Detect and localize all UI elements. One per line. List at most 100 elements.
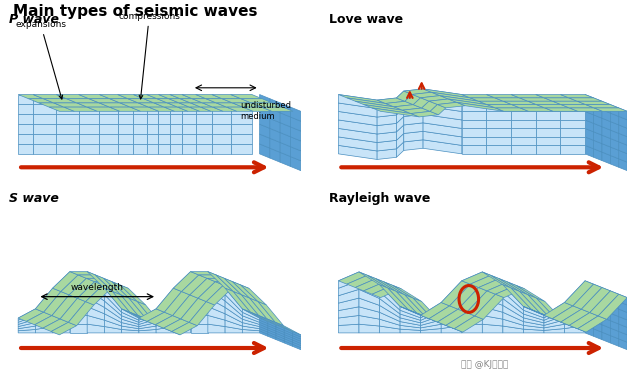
Polygon shape — [191, 307, 208, 316]
Polygon shape — [499, 279, 528, 295]
Polygon shape — [79, 104, 99, 114]
Text: wavelength: wavelength — [71, 283, 124, 292]
Polygon shape — [429, 306, 458, 322]
Polygon shape — [201, 107, 223, 111]
Polygon shape — [590, 291, 619, 316]
Polygon shape — [284, 336, 292, 342]
Polygon shape — [212, 144, 230, 154]
Polygon shape — [462, 307, 483, 318]
Polygon shape — [170, 104, 182, 114]
Polygon shape — [403, 108, 430, 113]
Polygon shape — [544, 303, 564, 318]
Polygon shape — [520, 291, 548, 317]
Polygon shape — [536, 94, 569, 98]
Polygon shape — [367, 275, 396, 291]
Text: 头条 @KJ超材料: 头条 @KJ超材料 — [461, 360, 508, 369]
Polygon shape — [339, 280, 359, 296]
Polygon shape — [77, 103, 109, 107]
Polygon shape — [181, 298, 206, 322]
Polygon shape — [454, 316, 483, 332]
Polygon shape — [536, 103, 561, 112]
Polygon shape — [593, 307, 602, 317]
Polygon shape — [268, 323, 276, 329]
Polygon shape — [602, 295, 611, 306]
Polygon shape — [598, 294, 627, 319]
Polygon shape — [441, 296, 462, 316]
Polygon shape — [594, 108, 627, 111]
Polygon shape — [139, 319, 156, 326]
Polygon shape — [396, 291, 426, 317]
Polygon shape — [376, 279, 405, 295]
Polygon shape — [104, 326, 122, 333]
Polygon shape — [159, 94, 170, 104]
Polygon shape — [512, 104, 545, 108]
Polygon shape — [611, 328, 619, 339]
Polygon shape — [359, 272, 388, 288]
Polygon shape — [52, 295, 77, 319]
Polygon shape — [619, 116, 627, 128]
Polygon shape — [87, 272, 104, 295]
Polygon shape — [585, 311, 593, 322]
Polygon shape — [602, 144, 611, 156]
Polygon shape — [431, 92, 479, 101]
Polygon shape — [449, 99, 495, 108]
Polygon shape — [394, 105, 422, 110]
Polygon shape — [270, 109, 280, 123]
Polygon shape — [377, 106, 396, 117]
Polygon shape — [400, 329, 420, 333]
Polygon shape — [70, 307, 87, 316]
Polygon shape — [339, 94, 377, 109]
Polygon shape — [170, 114, 182, 124]
Polygon shape — [243, 326, 260, 331]
Polygon shape — [586, 104, 619, 108]
Polygon shape — [109, 99, 138, 103]
Polygon shape — [44, 292, 69, 316]
Polygon shape — [396, 142, 404, 157]
Polygon shape — [339, 137, 377, 151]
Polygon shape — [495, 108, 529, 111]
Polygon shape — [70, 316, 87, 324]
Polygon shape — [18, 329, 35, 333]
Polygon shape — [258, 302, 284, 326]
Polygon shape — [139, 309, 164, 322]
Polygon shape — [208, 324, 225, 333]
Polygon shape — [208, 280, 225, 301]
Polygon shape — [87, 289, 104, 307]
Text: P wave: P wave — [10, 13, 60, 26]
Polygon shape — [602, 118, 611, 130]
Polygon shape — [404, 97, 423, 108]
Polygon shape — [139, 309, 156, 320]
Polygon shape — [400, 318, 420, 325]
Polygon shape — [593, 299, 602, 310]
Polygon shape — [33, 134, 56, 144]
Polygon shape — [438, 102, 465, 108]
Polygon shape — [87, 280, 104, 301]
Polygon shape — [52, 324, 70, 333]
Polygon shape — [396, 125, 404, 140]
Polygon shape — [585, 318, 593, 329]
Polygon shape — [564, 288, 585, 311]
Polygon shape — [118, 94, 143, 99]
Polygon shape — [225, 320, 243, 329]
Polygon shape — [462, 316, 483, 326]
Polygon shape — [503, 319, 524, 329]
Polygon shape — [99, 124, 118, 134]
Polygon shape — [520, 98, 552, 101]
Polygon shape — [196, 144, 212, 154]
Polygon shape — [359, 324, 380, 333]
Polygon shape — [173, 272, 191, 295]
Polygon shape — [139, 326, 156, 331]
Polygon shape — [462, 128, 486, 137]
Polygon shape — [487, 282, 516, 294]
Polygon shape — [347, 275, 376, 288]
Polygon shape — [270, 99, 280, 113]
Polygon shape — [147, 114, 159, 124]
Polygon shape — [561, 94, 593, 98]
Polygon shape — [284, 330, 292, 336]
Polygon shape — [190, 278, 215, 298]
Polygon shape — [380, 319, 400, 329]
Text: Rayleigh wave: Rayleigh wave — [330, 192, 431, 205]
Polygon shape — [56, 114, 79, 124]
Polygon shape — [118, 144, 133, 154]
Polygon shape — [458, 288, 487, 313]
